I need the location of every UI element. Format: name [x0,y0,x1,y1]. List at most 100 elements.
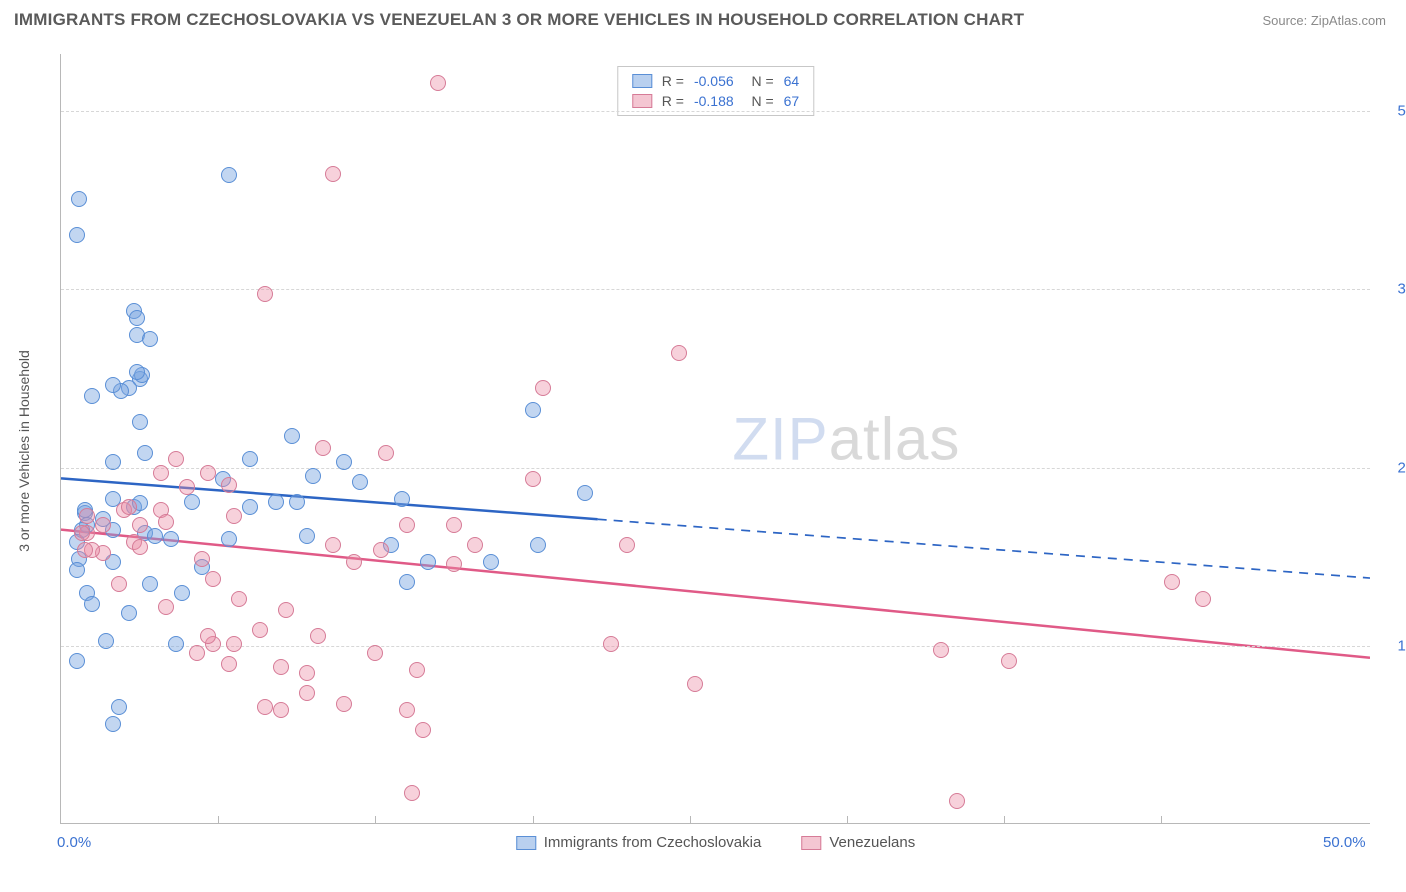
data-point [105,454,121,470]
data-point [71,191,87,207]
data-point [933,642,949,658]
x-minor-tick [375,816,376,824]
data-point [278,602,294,618]
data-point [221,531,237,547]
data-point [325,537,341,553]
data-point [284,428,300,444]
y-tick-label: 50.0% [1380,103,1406,120]
data-point [142,331,158,347]
data-point [1164,574,1180,590]
data-point [352,474,368,490]
data-point [325,166,341,182]
data-point [121,605,137,621]
data-point [121,499,137,515]
data-point [257,699,273,715]
data-point [158,599,174,615]
data-point [174,585,190,601]
data-point [147,528,163,544]
data-point [525,471,541,487]
x-minor-tick [1004,816,1005,824]
data-point [420,554,436,570]
page-title: IMMIGRANTS FROM CZECHOSLOVAKIA VS VENEZU… [14,10,1024,30]
data-point [221,477,237,493]
legend-n-label: N = [744,73,774,89]
legend-n-value: 67 [784,93,800,109]
data-point [105,716,121,732]
legend-item: Venezuelans [801,834,915,851]
data-point [299,665,315,681]
legend-r-label: R = [662,93,684,109]
legend-swatch [801,836,821,850]
data-point [603,636,619,652]
data-point [226,636,242,652]
legend-swatch [516,836,536,850]
data-point [1001,653,1017,669]
y-tick-label: 12.5% [1380,637,1406,654]
data-point [200,465,216,481]
data-point [79,508,95,524]
data-point [129,364,145,380]
legend-series: Immigrants from Czechoslovakia Venezuela… [516,834,915,851]
data-point [949,793,965,809]
x-minor-tick [847,816,848,824]
data-point [430,75,446,91]
data-point [346,554,362,570]
data-point [77,542,93,558]
data-point [467,537,483,553]
data-point [95,517,111,533]
legend-stats: R = -0.056 N = 64 R = -0.188 N = 67 [617,66,814,116]
data-point [671,345,687,361]
x-minor-tick [1161,816,1162,824]
legend-n-value: 64 [784,73,800,89]
y-tick-label: 37.5% [1380,281,1406,298]
x-minor-tick [533,816,534,824]
data-point [105,377,121,393]
data-point [378,445,394,461]
data-point [132,539,148,555]
data-point [163,531,179,547]
data-point [399,574,415,590]
gridline [61,111,1370,112]
data-point [129,310,145,326]
data-point [74,525,90,541]
data-point [69,653,85,669]
legend-label: Immigrants from Czechoslovakia [544,834,762,851]
x-minor-tick [690,816,691,824]
data-point [687,676,703,692]
data-point [399,517,415,533]
gridline [61,468,1370,469]
data-point [111,699,127,715]
data-point [98,633,114,649]
watermark: ZIPatlas [732,404,960,473]
data-point [137,445,153,461]
legend-swatch [632,74,652,88]
data-point [84,596,100,612]
data-point [179,479,195,495]
legend-r-value: -0.188 [694,93,734,109]
data-point [394,491,410,507]
legend-r-value: -0.056 [694,73,734,89]
data-point [1195,591,1211,607]
data-point [273,659,289,675]
legend-r-label: R = [662,73,684,89]
data-point [315,440,331,456]
data-point [111,576,127,592]
data-point [184,494,200,510]
data-point [168,451,184,467]
data-point [158,514,174,530]
data-point [525,402,541,418]
data-point [69,227,85,243]
data-point [336,696,352,712]
data-point [242,451,258,467]
data-point [305,468,321,484]
data-point [84,388,100,404]
data-point [268,494,284,510]
data-point [310,628,326,644]
data-point [257,286,273,302]
data-point [69,562,85,578]
data-point [399,702,415,718]
data-point [404,785,420,801]
data-point [226,508,242,524]
legend-n-label: N = [744,93,774,109]
data-point [242,499,258,515]
